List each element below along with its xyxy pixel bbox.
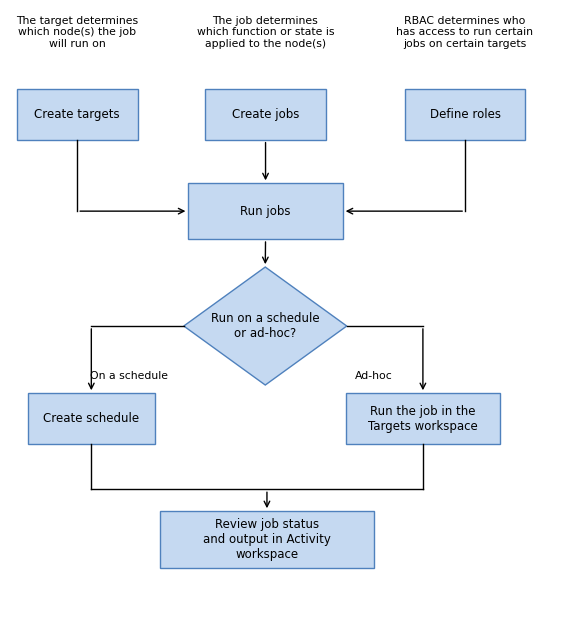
FancyBboxPatch shape (405, 89, 525, 140)
FancyBboxPatch shape (188, 183, 343, 239)
Text: Create schedule: Create schedule (43, 412, 139, 425)
FancyBboxPatch shape (17, 89, 138, 140)
Polygon shape (184, 267, 347, 385)
Text: Define roles: Define roles (429, 108, 501, 120)
Text: Ad-hoc: Ad-hoc (355, 371, 393, 381)
Text: The target determines
which node(s) the job
will run on: The target determines which node(s) the … (16, 16, 138, 48)
FancyBboxPatch shape (28, 393, 155, 444)
Text: Review job status
and output in Activity
workspace: Review job status and output in Activity… (203, 518, 331, 561)
FancyBboxPatch shape (346, 393, 500, 444)
Text: Run the job in the
Targets workspace: Run the job in the Targets workspace (368, 404, 478, 433)
FancyBboxPatch shape (160, 511, 374, 568)
FancyBboxPatch shape (205, 89, 326, 140)
Text: Run jobs: Run jobs (241, 205, 291, 217)
Text: RBAC determines who
has access to run certain
jobs on certain targets: RBAC determines who has access to run ce… (396, 16, 533, 48)
Text: The job determines
which function or state is
applied to the node(s): The job determines which function or sta… (197, 16, 334, 48)
Text: On a schedule: On a schedule (90, 371, 168, 381)
Text: Create jobs: Create jobs (232, 108, 299, 120)
Text: Run on a schedule
or ad-hoc?: Run on a schedule or ad-hoc? (211, 312, 320, 340)
Text: Create targets: Create targets (34, 108, 120, 120)
